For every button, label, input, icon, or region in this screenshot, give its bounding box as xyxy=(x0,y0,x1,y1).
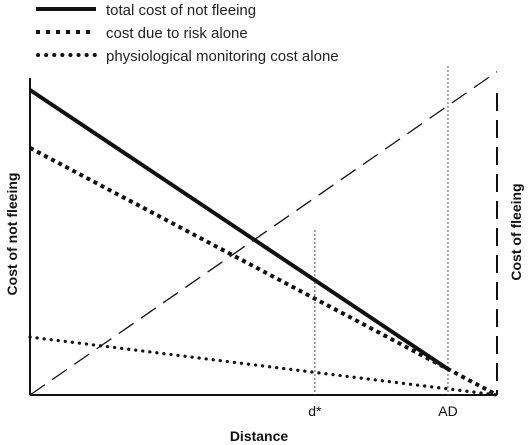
x-tick-label-d-star: d* xyxy=(308,403,322,419)
series-line-physiological-monitoring-cost-alone xyxy=(28,335,499,397)
series-lines xyxy=(28,71,499,397)
legend: total cost of not fleeing cost due to ri… xyxy=(36,2,339,65)
legend-label-total-cost: total cost of not fleeing xyxy=(106,2,256,19)
series-line-total-cost-of-not-fleeing xyxy=(28,88,450,371)
y-axis-title-left: Cost of not fleeing xyxy=(4,173,20,296)
series-line-cost-due-to-risk-alone xyxy=(29,146,498,397)
y-axis-title-right: Cost of fleeing xyxy=(508,183,524,280)
legend-label-monitoring-cost: physiological monitoring cost alone xyxy=(106,48,339,65)
series-line-cost-of-fleeing xyxy=(29,71,498,396)
x-ticks: d* AD xyxy=(308,66,458,419)
x-tick-label-ad: AD xyxy=(438,403,457,419)
legend-label-risk-cost: cost due to risk alone xyxy=(106,25,248,42)
x-axis-title: Distance xyxy=(230,428,289,444)
